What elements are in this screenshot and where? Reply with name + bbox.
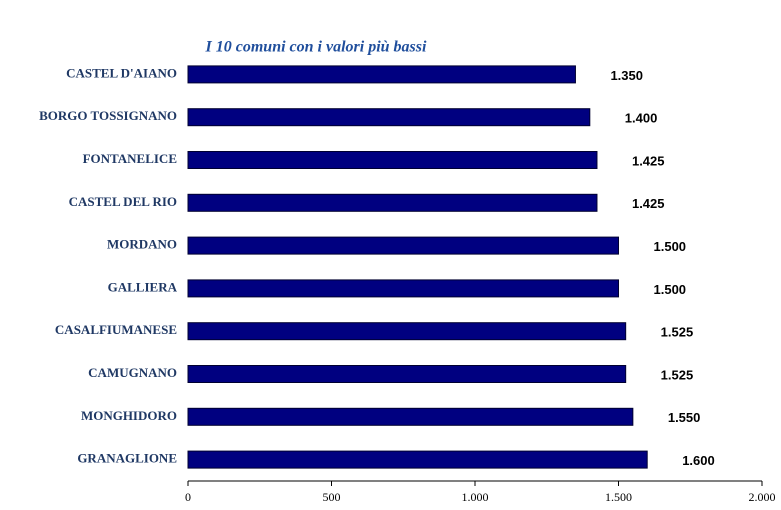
x-tick-label: 0 [185,490,191,504]
y-tick-label: MORDANO [107,237,177,252]
data-label: 1.550 [668,410,701,425]
y-tick-label: MONGHIDORO [81,408,177,423]
x-tick-label: 2.000 [749,490,776,504]
x-tick-label: 500 [323,490,341,504]
bar [187,65,576,84]
bar [187,193,598,212]
y-tick-label: FONTANELICE [83,151,177,166]
data-label: 1.425 [632,153,665,168]
data-label: 1.500 [654,282,687,297]
bar [187,407,634,426]
data-label: 1.500 [654,239,687,254]
bar [187,151,598,169]
chart-title: I 10 comuni con i valori più bassi [205,39,427,56]
bar [187,450,648,469]
y-tick-label: GALLIERA [108,279,178,294]
y-tick-label: GRANAGLIONE [77,451,177,466]
data-label: 1.350 [610,68,643,83]
data-label: 1.525 [661,325,694,340]
bar [187,279,619,298]
y-tick-label: BORGO TOSSIGNANO [39,108,177,123]
bar [187,108,591,127]
y-tick-label: CAMUGNANO [88,365,177,380]
y-tick-label: CASTEL DEL RIO [69,194,177,209]
bar [187,322,627,341]
y-tick-label: CASTEL D'AIANO [66,65,177,80]
y-tick-label: CASALFIUMANESE [55,322,177,337]
data-label: 1.400 [625,111,658,126]
data-label: 1.600 [682,453,715,468]
x-tick-label: 1.000 [462,490,489,504]
data-label: 1.525 [661,367,694,382]
x-tick-label: 1.500 [605,490,632,504]
bar [187,236,619,255]
data-label: 1.425 [632,196,665,211]
bar [187,365,627,383]
